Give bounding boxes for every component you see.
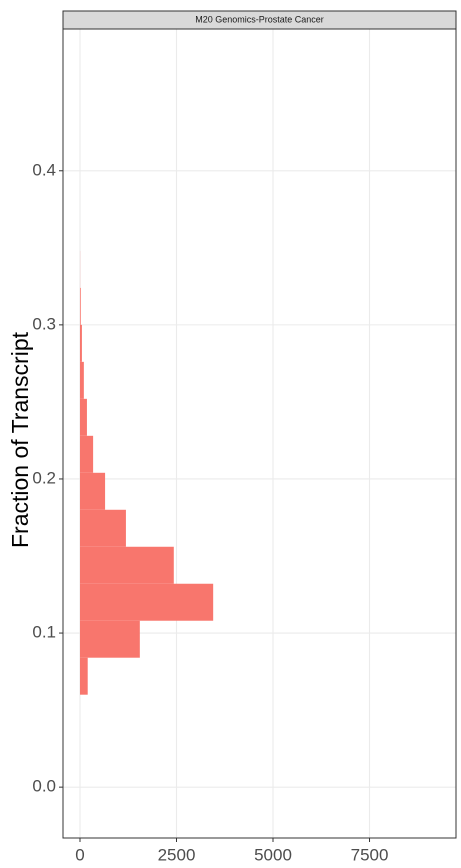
bar [79, 657, 88, 695]
x-tick-label: 0 [75, 845, 84, 864]
y-axis-title: Fraction of Transcript [7, 331, 33, 548]
bar [79, 324, 82, 362]
bar [79, 509, 126, 547]
y-tick-label: 0.3 [32, 314, 56, 333]
bar [79, 361, 84, 399]
x-tick-label: 7500 [351, 845, 389, 864]
y-tick-label: 0.0 [32, 777, 56, 796]
bar [79, 546, 174, 584]
bar [79, 583, 214, 621]
bar [79, 620, 140, 658]
bar [79, 435, 94, 473]
y-tick-label: 0.2 [32, 468, 56, 487]
panel-border [62, 28, 457, 839]
x-tick-label: 2500 [158, 845, 196, 864]
bar [79, 398, 87, 436]
strip-title: M20 Genomics-Prostate Cancer [195, 14, 324, 24]
bar [79, 472, 106, 510]
bar [79, 287, 81, 325]
x-tick-label: 5000 [254, 845, 292, 864]
y-tick-label: 0.4 [32, 160, 56, 179]
y-tick-label: 0.1 [32, 623, 56, 642]
